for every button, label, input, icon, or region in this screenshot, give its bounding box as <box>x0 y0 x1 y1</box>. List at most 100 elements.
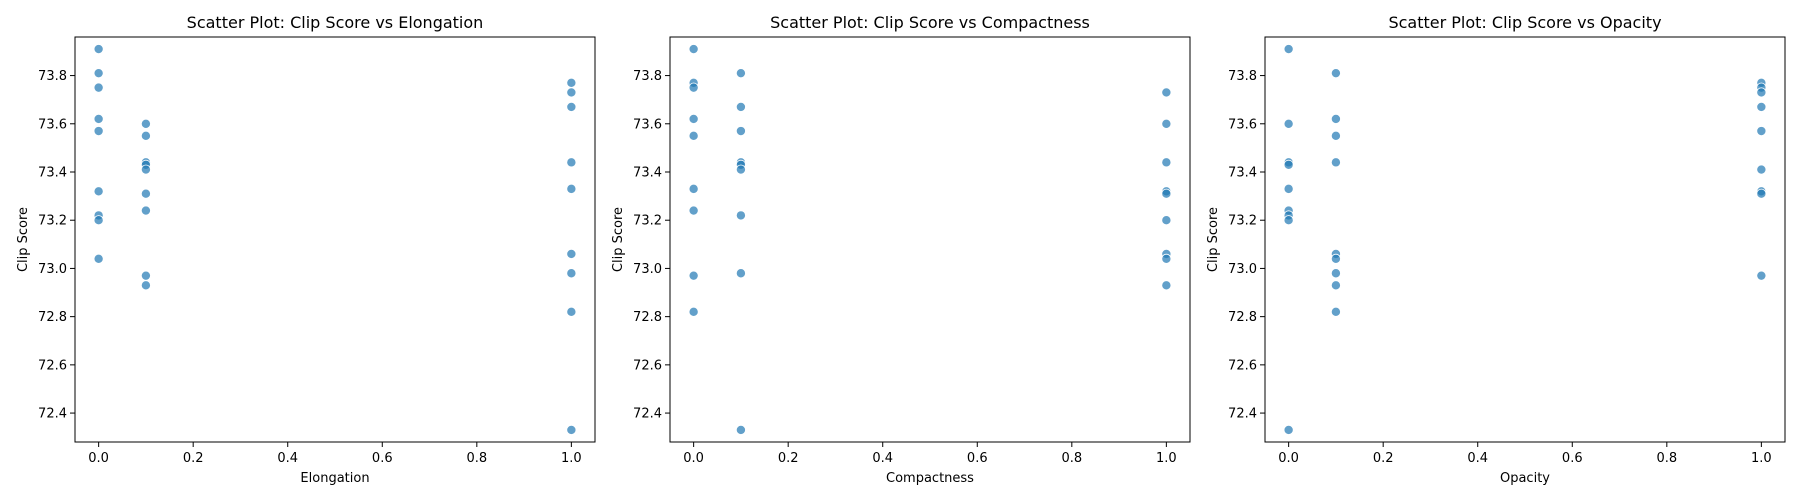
scatter-point <box>93 113 104 124</box>
scatter-point <box>1283 183 1294 194</box>
y-tick-label: 72.4 <box>1228 407 1257 422</box>
scatter-point <box>688 183 699 194</box>
scatter-point <box>140 188 151 199</box>
scatter-point <box>1161 157 1172 168</box>
scatter-point <box>140 118 151 129</box>
scatter-point <box>688 82 699 93</box>
scatter-point <box>1330 130 1341 141</box>
scatter-point <box>93 82 104 93</box>
x-tick-label: 0.8 <box>1061 451 1082 466</box>
x-tick-label: 0.4 <box>872 451 893 466</box>
y-tick-label: 73.0 <box>38 262 67 277</box>
x-tick-label: 0.6 <box>967 451 988 466</box>
y-tick-label: 73.6 <box>633 117 662 132</box>
x-tick-label: 1.0 <box>561 451 582 466</box>
scatter-point <box>93 215 104 226</box>
scatter-point <box>1283 215 1294 226</box>
y-tick-label: 73.6 <box>38 117 67 132</box>
scatter-point <box>688 306 699 317</box>
scatter-point <box>566 87 577 98</box>
x-tick-label: 0.8 <box>466 451 487 466</box>
scatter-point <box>735 424 746 435</box>
x-tick-label: 0.2 <box>778 451 799 466</box>
scatter-point <box>1330 268 1341 279</box>
subplot-elongation: Scatter Plot: Clip Score vs Elongation E… <box>16 13 596 486</box>
x-tick-label: 0.4 <box>1467 451 1488 466</box>
scatter-point <box>1330 157 1341 168</box>
scatter-point <box>566 77 577 88</box>
scatter-point <box>1756 126 1767 137</box>
y-tick-label: 73.8 <box>38 69 67 84</box>
x-tick-label: 0.8 <box>1656 451 1677 466</box>
y-tick-label: 73.4 <box>633 166 662 181</box>
y-tick-label: 72.8 <box>1228 310 1257 325</box>
scatter-point <box>688 44 699 55</box>
y-tick-label: 72.6 <box>633 358 662 373</box>
plot-frame <box>1264 36 1786 443</box>
scatter-point <box>1756 188 1767 199</box>
scatter-point <box>1756 101 1767 112</box>
y-tick-label: 73.0 <box>633 262 662 277</box>
scatter-point <box>688 113 699 124</box>
scatter-point <box>1330 113 1341 124</box>
scatter-point <box>735 210 746 221</box>
y-tick-label: 73.2 <box>1228 214 1257 229</box>
scatter-point <box>1756 164 1767 175</box>
scatter-point <box>1330 68 1341 79</box>
scatter-point <box>1330 253 1341 264</box>
x-axis-label: Opacity <box>1500 471 1550 486</box>
plot-frame <box>74 36 596 443</box>
scatter-point <box>93 186 104 197</box>
scatter-point <box>93 44 104 55</box>
x-tick-label: 0.4 <box>277 451 298 466</box>
scatter-point <box>140 164 151 175</box>
scatter-point <box>1161 253 1172 264</box>
x-axis-label: Compactness <box>886 471 974 486</box>
y-tick-label: 73.2 <box>38 214 67 229</box>
scatter-point <box>735 164 746 175</box>
x-tick-label: 0.0 <box>1278 451 1299 466</box>
y-axis-label: Clip Score <box>611 207 626 272</box>
x-tick-label: 0.2 <box>1373 451 1394 466</box>
x-axis-label: Elongation <box>300 471 369 486</box>
plot-frame <box>669 36 1191 443</box>
x-tick-label: 0.0 <box>683 451 704 466</box>
scatter-point <box>566 183 577 194</box>
y-tick-label: 72.6 <box>1228 358 1257 373</box>
scatter-point <box>566 101 577 112</box>
scatter-point <box>1283 159 1294 170</box>
scatter-point <box>1161 280 1172 291</box>
scatter-point <box>1283 118 1294 129</box>
y-tick-label: 72.8 <box>38 310 67 325</box>
y-tick-label: 72.8 <box>633 310 662 325</box>
scatter-point <box>1161 188 1172 199</box>
scatter-point <box>1330 280 1341 291</box>
scatter-point <box>1330 306 1341 317</box>
scatter-point <box>1283 44 1294 55</box>
scatter-point <box>1161 215 1172 226</box>
y-tick-label: 73.8 <box>1228 69 1257 84</box>
scatter-point <box>1161 118 1172 129</box>
y-tick-label: 72.4 <box>633 407 662 422</box>
subplot-compactness: Scatter Plot: Clip Score vs Compactness … <box>611 13 1191 486</box>
x-tick-label: 0.6 <box>1562 451 1583 466</box>
y-tick-label: 73.4 <box>38 166 67 181</box>
y-tick-label: 73.8 <box>633 69 662 84</box>
y-tick-label: 73.6 <box>1228 117 1257 132</box>
y-tick-label: 73.2 <box>633 214 662 229</box>
scatter-point <box>735 126 746 137</box>
x-tick-label: 1.0 <box>1751 451 1772 466</box>
y-tick-label: 73.4 <box>1228 166 1257 181</box>
x-tick-label: 0.0 <box>88 451 109 466</box>
scatter-point <box>688 205 699 216</box>
scatter-point <box>93 68 104 79</box>
scatter-point <box>566 306 577 317</box>
scatter-point <box>566 248 577 259</box>
y-tick-label: 73.0 <box>1228 262 1257 277</box>
scatter-point <box>566 424 577 435</box>
scatter-point <box>1756 270 1767 281</box>
scatter-point <box>735 101 746 112</box>
scatter-point <box>140 205 151 216</box>
scatter-point <box>93 253 104 264</box>
scatter-point <box>688 130 699 141</box>
